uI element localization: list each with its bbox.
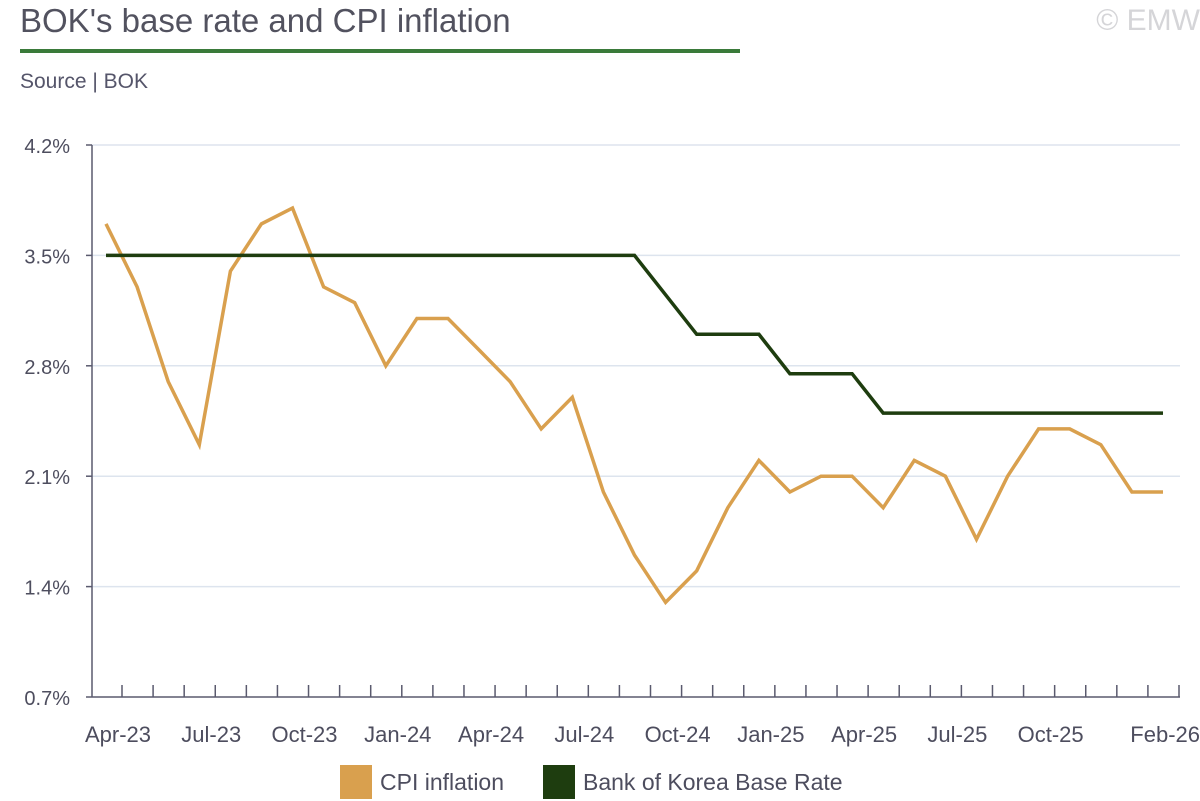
x-tick-label: Apr-24 (458, 722, 524, 747)
source-label: Source | BOK (20, 70, 149, 93)
x-tick-label: Feb-26 (1130, 722, 1200, 747)
legend: CPI inflation Bank of Korea Base Rate (0, 765, 1200, 801)
legend-label-cpi: CPI inflation (380, 768, 505, 795)
y-tick-label: 3.5% (24, 246, 70, 268)
x-tick-labels: Apr-23 Jul-23 Oct-23 Jan-24 Apr-24 Jul-24 Oct-… (85, 722, 1200, 747)
x-tick-label: Jan-25 (737, 722, 804, 747)
series-lines (104, 205, 1163, 606)
line-chart: 0.7% 1.4% 2.1% 2.8% 3.5% 4.2% Apr-23 Jul-23 Oct… (24, 136, 1200, 747)
series-line-base-rate (106, 253, 1163, 415)
copyright-watermark: © EMW (1096, 4, 1200, 37)
x-tick-label: Jan-24 (364, 722, 431, 747)
legend-item-base-rate[interactable]: Bank of Korea Base Rate (543, 765, 843, 799)
legend-swatch-base-rate (543, 765, 575, 799)
y-tick-label: 2.8% (24, 357, 70, 379)
gridlines (92, 144, 1180, 588)
y-tick-label: 2.1% (24, 467, 70, 489)
x-tick-label: Apr-23 (85, 722, 151, 747)
x-tick-label: Oct-24 (645, 722, 711, 747)
legend-label-base-rate: Bank of Korea Base Rate (583, 768, 843, 795)
legend-swatch-cpi (340, 765, 372, 799)
x-tick-label: Jul-23 (181, 722, 241, 747)
series-line-cpi-inflation (104, 205, 1163, 606)
x-tick-label: Oct-25 (1018, 722, 1084, 747)
y-tick-label: 0.7% (24, 688, 70, 710)
x-tick-label: Jul-25 (927, 722, 987, 747)
x-tick-label: Apr-25 (831, 722, 897, 747)
y-tick-label: 1.4% (24, 578, 70, 600)
y-tick-labels: 0.7% 1.4% 2.1% 2.8% 3.5% 4.2% (24, 136, 70, 710)
title-underline (20, 49, 740, 53)
legend-item-cpi[interactable]: CPI inflation (340, 765, 504, 799)
x-tick-label: Jul-24 (554, 722, 614, 747)
x-tick-label: Oct-23 (272, 722, 338, 747)
chart-title: BOK's base rate and CPI inflation (20, 2, 511, 39)
y-tick-label: 4.2% (24, 136, 70, 158)
axes (86, 144, 1180, 698)
